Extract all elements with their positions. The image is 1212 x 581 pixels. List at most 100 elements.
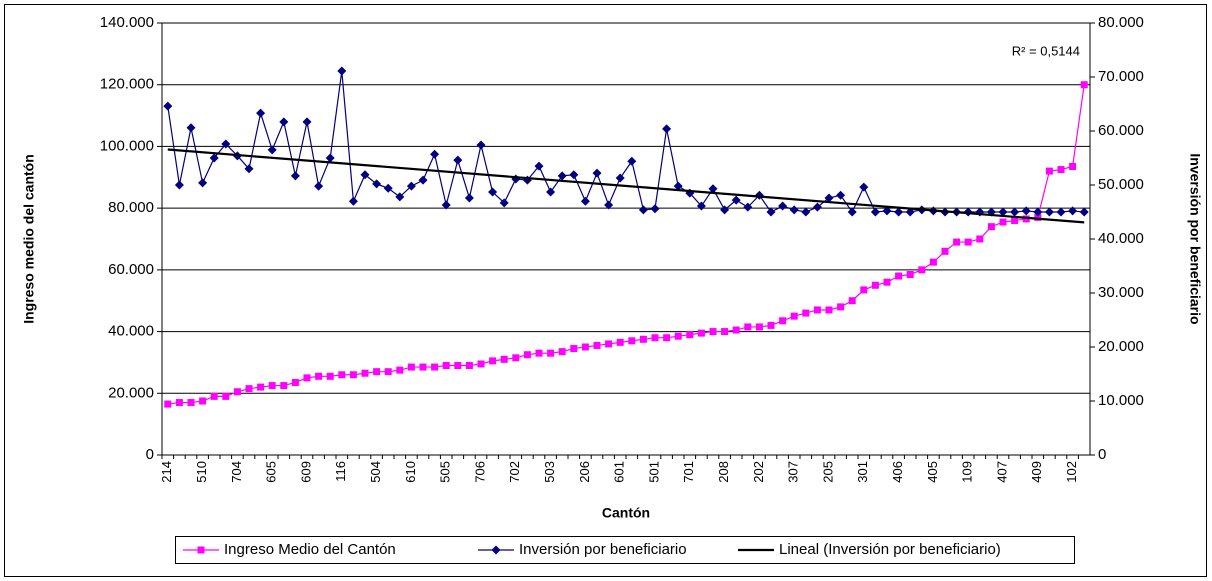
x-tick-label: 601 xyxy=(612,461,627,483)
data-point xyxy=(999,218,1007,226)
data-point xyxy=(464,193,474,203)
y-tick-label: 60.000 xyxy=(108,261,154,278)
data-point xyxy=(697,329,705,337)
data-point xyxy=(360,170,370,180)
x-tick-label: 610 xyxy=(403,461,418,483)
data-point xyxy=(604,200,614,210)
data-point xyxy=(953,238,961,246)
x-tick-label: 704 xyxy=(229,461,244,483)
data-point xyxy=(580,196,590,206)
data-point xyxy=(163,101,173,111)
data-point xyxy=(407,363,415,371)
y-tick-label: 100.000 xyxy=(100,137,154,154)
x-tick-label: 609 xyxy=(298,461,313,483)
data-point xyxy=(198,178,208,188)
x-tick-label: 405 xyxy=(925,461,940,483)
y2-tick-label: 30.000 xyxy=(1098,284,1144,301)
y-axis-title: Ingreso medio del cantón xyxy=(21,154,37,324)
x-tick-label: 407 xyxy=(994,461,1009,483)
data-point xyxy=(199,397,207,405)
data-point xyxy=(384,368,392,376)
data-point xyxy=(419,363,427,371)
data-point xyxy=(1045,167,1053,175)
data-point xyxy=(1057,166,1065,174)
data-point xyxy=(592,168,602,178)
data-point xyxy=(778,201,788,211)
data-point xyxy=(338,371,346,379)
data-point xyxy=(499,198,509,208)
data-point xyxy=(558,348,566,356)
data-point xyxy=(325,153,335,163)
data-point xyxy=(430,149,440,159)
y-tick-label: 120.000 xyxy=(100,76,154,93)
data-point xyxy=(686,331,694,339)
y2-tick-label: 70.000 xyxy=(1098,68,1144,85)
data-point xyxy=(638,205,648,215)
data-point xyxy=(755,323,763,331)
data-point xyxy=(616,338,624,346)
data-point xyxy=(743,202,753,212)
x-tick-label: 409 xyxy=(1029,461,1044,483)
data-point xyxy=(663,334,671,342)
data-point xyxy=(570,345,578,353)
data-point xyxy=(280,382,288,390)
x-tick-label: 208 xyxy=(716,461,731,483)
data-point xyxy=(373,368,381,376)
legend-label: Lineal (Inversión por beneficiario) xyxy=(779,541,1001,558)
data-point xyxy=(581,343,589,351)
data-point xyxy=(627,156,637,166)
data-point xyxy=(593,341,601,349)
x-tick-label: 301 xyxy=(855,461,870,483)
data-point xyxy=(766,207,776,217)
data-point xyxy=(546,187,556,197)
y2-tick-label: 10.000 xyxy=(1098,392,1144,409)
data-point xyxy=(349,371,357,379)
data-point xyxy=(976,235,984,243)
data-point xyxy=(929,258,937,266)
data-point xyxy=(290,171,300,181)
data-point xyxy=(500,355,508,363)
data-point xyxy=(326,372,334,380)
data-point xyxy=(987,223,995,231)
y2-tick-label: 80.000 xyxy=(1098,14,1144,31)
y-tick-label: 140.000 xyxy=(100,14,154,31)
data-point xyxy=(813,306,821,314)
data-point xyxy=(175,399,183,407)
data-point xyxy=(882,206,892,216)
data-point xyxy=(233,388,241,396)
data-point xyxy=(802,309,810,317)
data-point xyxy=(1011,216,1019,224)
data-point xyxy=(964,238,972,246)
data-point xyxy=(268,382,276,390)
data-point xyxy=(1022,215,1030,223)
data-point xyxy=(291,378,299,386)
x-tick-label: 202 xyxy=(751,461,766,483)
data-point xyxy=(523,351,531,359)
x-tick-label: 102 xyxy=(1064,461,1079,483)
data-point xyxy=(476,140,486,150)
data-point xyxy=(186,123,196,133)
data-point xyxy=(1069,162,1077,170)
x-tick-label: 406 xyxy=(890,461,905,483)
data-point xyxy=(535,349,543,357)
data-point xyxy=(674,332,682,340)
data-point xyxy=(174,180,184,190)
data-point xyxy=(836,190,846,200)
data-point xyxy=(906,270,914,278)
data-point xyxy=(222,392,230,400)
data-point xyxy=(1010,207,1020,217)
data-point xyxy=(1056,207,1066,217)
data-point xyxy=(557,171,567,181)
data-point xyxy=(210,392,218,400)
x-tick-label: 116 xyxy=(333,461,348,482)
data-point xyxy=(245,385,253,393)
data-point xyxy=(720,205,730,215)
x-tick-label: 307 xyxy=(786,461,801,483)
data-point xyxy=(650,204,660,214)
data-point xyxy=(441,200,451,210)
data-point xyxy=(465,362,473,370)
chart-border xyxy=(4,4,1207,577)
data-point xyxy=(998,207,1008,217)
data-point xyxy=(372,179,382,189)
data-point xyxy=(396,366,404,374)
